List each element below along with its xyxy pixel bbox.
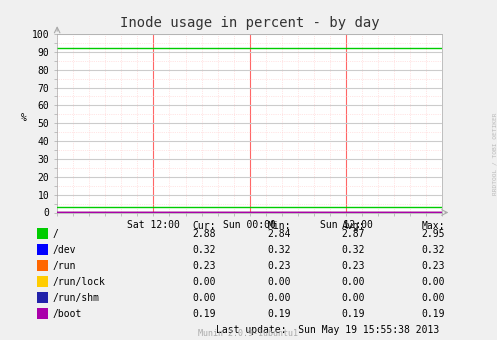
Text: 0.23: 0.23	[193, 261, 216, 271]
Text: 0.32: 0.32	[267, 245, 291, 255]
Text: RRDTOOL / TOBI OETIKER: RRDTOOL / TOBI OETIKER	[492, 112, 497, 195]
Y-axis label: %: %	[20, 113, 26, 123]
Text: 2.95: 2.95	[421, 229, 445, 239]
Text: 0.00: 0.00	[342, 293, 365, 303]
Text: Avg:: Avg:	[342, 221, 365, 231]
Text: /boot: /boot	[52, 309, 82, 319]
Text: 0.32: 0.32	[193, 245, 216, 255]
Text: 0.00: 0.00	[421, 277, 445, 287]
Text: /run/lock: /run/lock	[52, 277, 105, 287]
Text: Munin 2.0.9-1ubuntu1: Munin 2.0.9-1ubuntu1	[198, 329, 299, 338]
Text: 0.23: 0.23	[421, 261, 445, 271]
Text: 0.19: 0.19	[421, 309, 445, 319]
Text: 0.19: 0.19	[193, 309, 216, 319]
Text: 2.87: 2.87	[342, 229, 365, 239]
Text: 0.00: 0.00	[421, 293, 445, 303]
Text: 2.84: 2.84	[267, 229, 291, 239]
Text: /dev: /dev	[52, 245, 76, 255]
Text: 0.00: 0.00	[342, 277, 365, 287]
Text: 0.23: 0.23	[267, 261, 291, 271]
Text: Last update:  Sun May 19 15:55:38 2013: Last update: Sun May 19 15:55:38 2013	[216, 325, 439, 335]
Text: 0.00: 0.00	[267, 293, 291, 303]
Text: 0.32: 0.32	[342, 245, 365, 255]
Text: /run: /run	[52, 261, 76, 271]
Text: Cur:: Cur:	[193, 221, 216, 231]
Text: 0.32: 0.32	[421, 245, 445, 255]
Text: 0.23: 0.23	[342, 261, 365, 271]
Text: 0.00: 0.00	[193, 293, 216, 303]
Text: 0.00: 0.00	[193, 277, 216, 287]
Text: 0.19: 0.19	[267, 309, 291, 319]
Text: Max:: Max:	[421, 221, 445, 231]
Text: 0.00: 0.00	[267, 277, 291, 287]
Text: /: /	[52, 229, 58, 239]
Text: /run/shm: /run/shm	[52, 293, 99, 303]
Text: 0.19: 0.19	[342, 309, 365, 319]
Text: Min:: Min:	[267, 221, 291, 231]
Text: 2.88: 2.88	[193, 229, 216, 239]
Title: Inode usage in percent - by day: Inode usage in percent - by day	[120, 16, 380, 30]
